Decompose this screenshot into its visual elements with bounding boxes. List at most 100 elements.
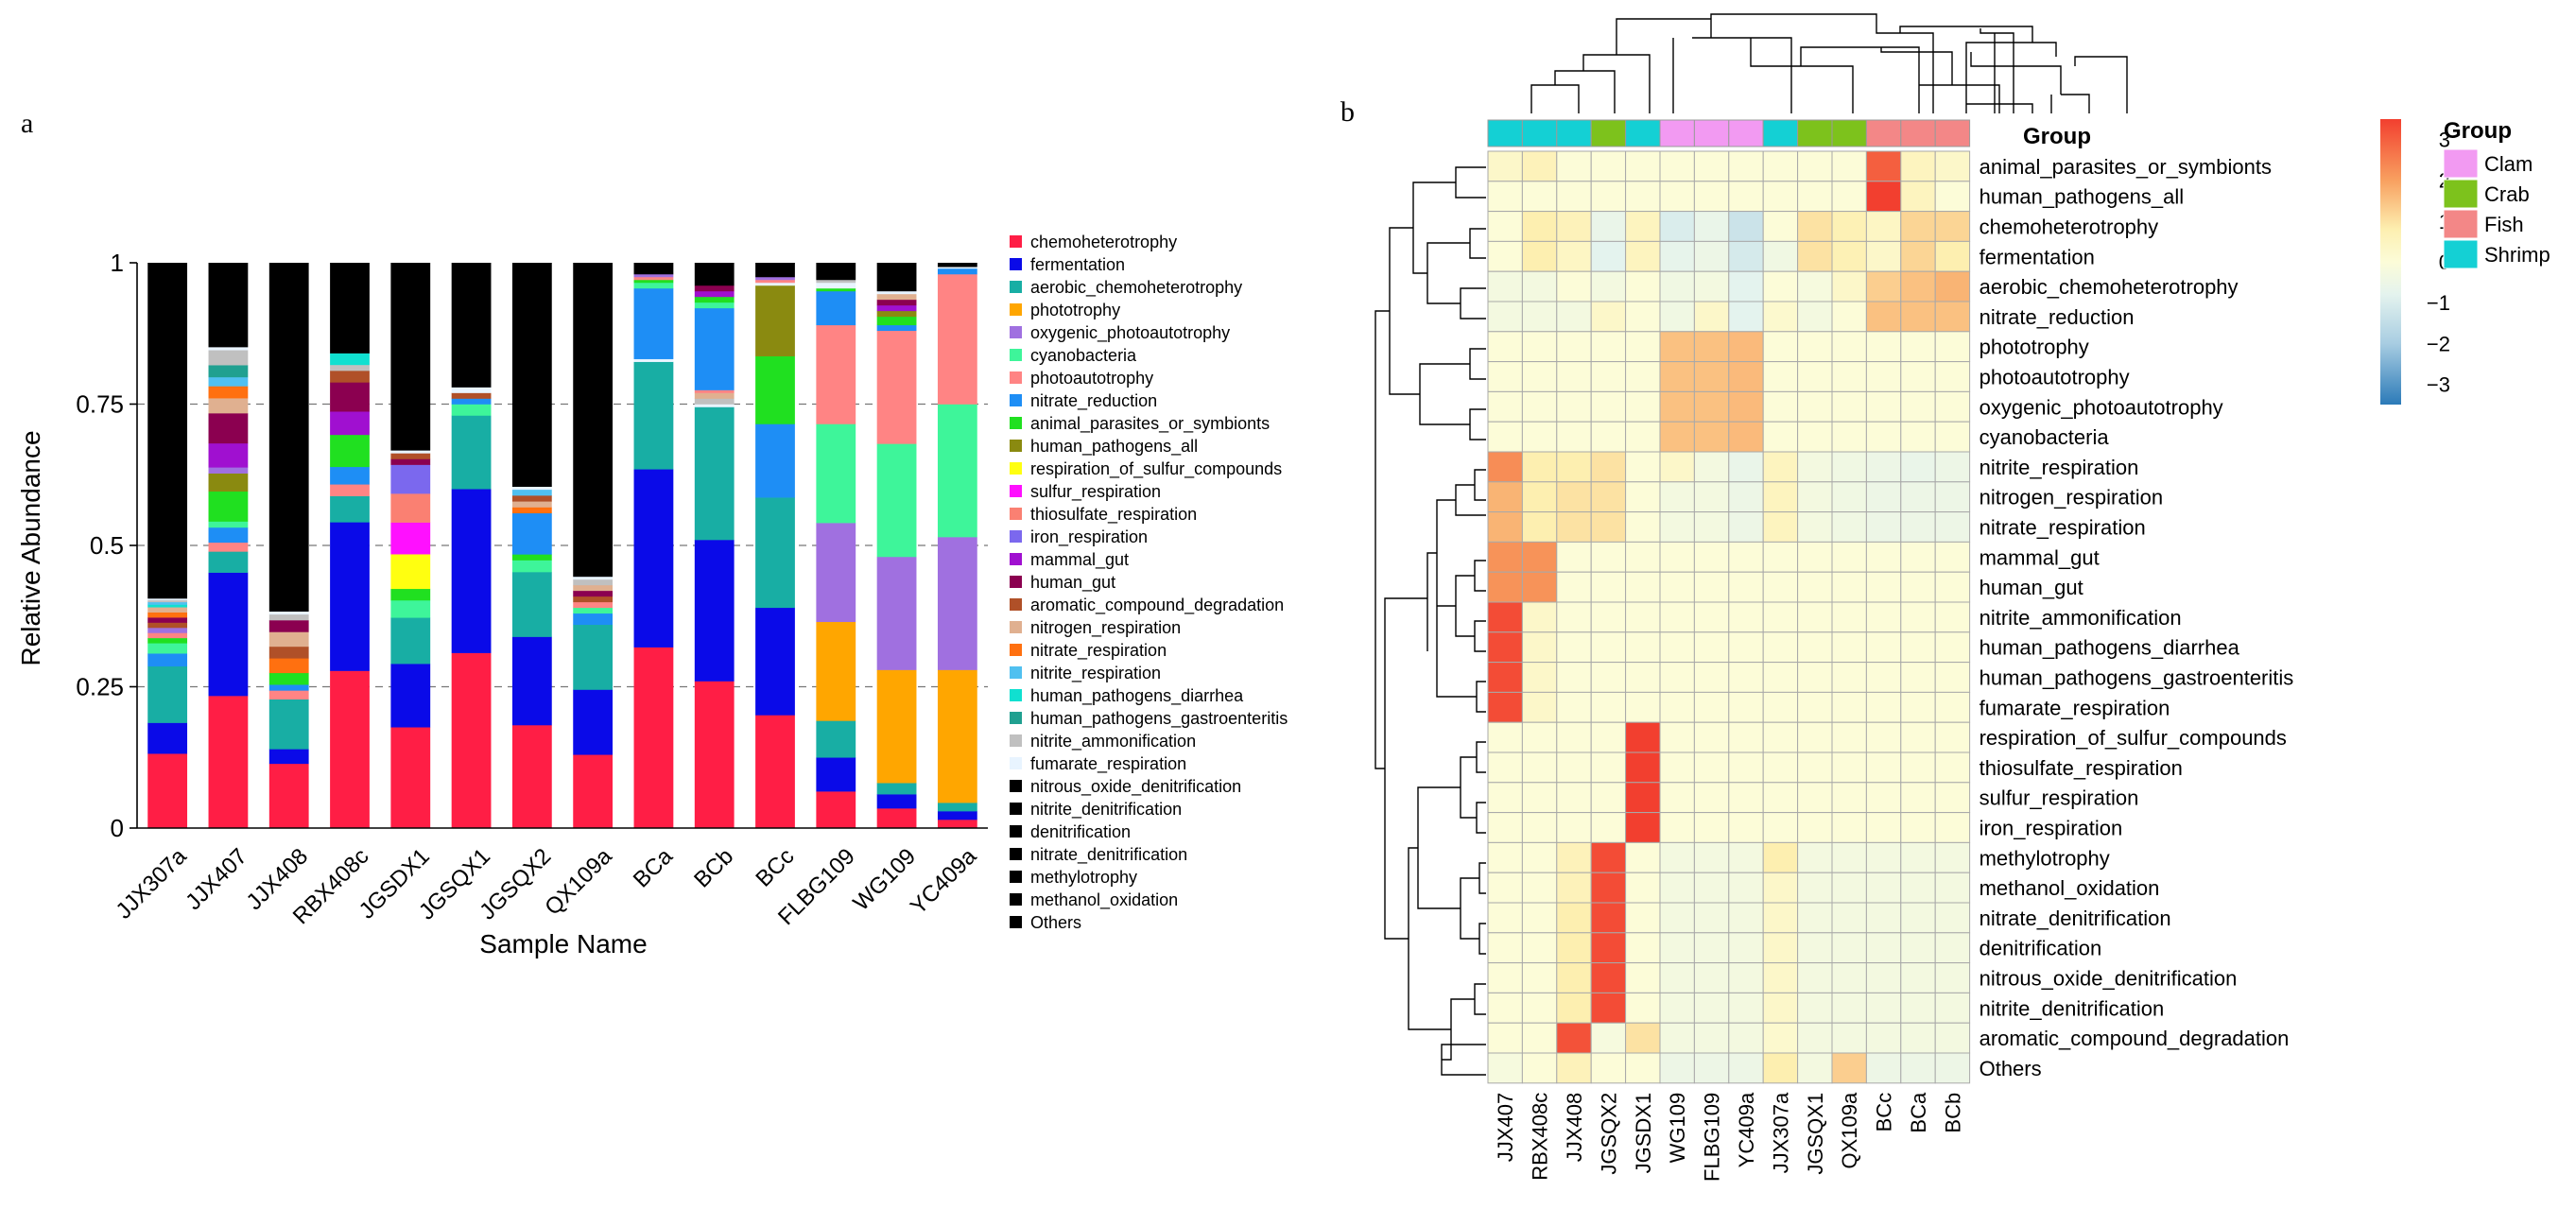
heatmap-cell bbox=[1934, 782, 1971, 814]
bar-legend-label: nitrogen_respiration bbox=[1030, 618, 1181, 638]
bar-legend-swatch bbox=[1010, 712, 1022, 724]
heatmap-cell bbox=[1900, 812, 1936, 843]
heatmap-cell bbox=[1934, 1052, 1971, 1084]
heatmap-cell bbox=[1693, 451, 1730, 483]
bar-legend: chemoheterotrophy fermentation aerobic_che… bbox=[1010, 233, 1288, 932]
heatmap-cell bbox=[1487, 270, 1523, 302]
heatmap-cell bbox=[1659, 992, 1695, 1024]
heatmap-cell bbox=[1521, 1022, 1558, 1054]
heatmap-cell bbox=[1728, 150, 1764, 182]
heatmap-cell bbox=[1590, 841, 1627, 873]
heatmap-cell bbox=[1487, 691, 1523, 723]
heatmap-cell bbox=[1625, 571, 1661, 603]
heatmap-cell bbox=[1728, 331, 1764, 363]
heatmap-row-label: nitrous_oxide_denitrification bbox=[1980, 967, 2238, 991]
bar-segment bbox=[208, 473, 249, 492]
heatmap-cell bbox=[1728, 421, 1764, 453]
bar-segment bbox=[147, 607, 188, 613]
bar-segment bbox=[451, 404, 492, 416]
heatmap-cell bbox=[1831, 361, 1867, 392]
heatmap-cell bbox=[1487, 841, 1523, 873]
heatmap-cell bbox=[1659, 662, 1695, 693]
bar-segment bbox=[876, 794, 917, 809]
heatmap-cell bbox=[1693, 150, 1730, 182]
heatmap-cell bbox=[1521, 421, 1558, 453]
bar-segment bbox=[573, 576, 614, 580]
bar-legend-swatch bbox=[1010, 462, 1022, 475]
bar-segment bbox=[208, 491, 249, 522]
heatmap-cell bbox=[1831, 631, 1867, 664]
heatmap-cell bbox=[1728, 782, 1764, 814]
heatmap-cell bbox=[1934, 240, 1971, 272]
heatmap-cell bbox=[1797, 1052, 1833, 1084]
heatmap-cell bbox=[1865, 1052, 1902, 1084]
panel-label-a: a bbox=[21, 108, 33, 139]
bar-segment bbox=[694, 263, 735, 286]
bar-stack bbox=[330, 263, 370, 829]
bar-segment bbox=[268, 611, 309, 615]
heatmap-cell bbox=[1590, 301, 1627, 333]
bar-legend-item: nitrous_oxide_denitrification bbox=[1010, 777, 1241, 797]
heatmap-cell bbox=[1659, 390, 1695, 423]
heatmap-cell bbox=[1797, 932, 1833, 964]
heatmap-cell bbox=[1934, 662, 1971, 693]
heatmap-cell bbox=[1590, 691, 1627, 723]
bar-segment bbox=[268, 631, 309, 648]
bar-segment bbox=[573, 624, 614, 690]
heatmap-cell bbox=[1934, 181, 1971, 213]
heatmap-cell bbox=[1762, 962, 1799, 993]
heatmap-cell bbox=[1831, 181, 1867, 213]
column-dendrogram-lines bbox=[1530, 13, 2128, 113]
heatmap-cell bbox=[1762, 150, 1799, 182]
bar-segment bbox=[876, 443, 917, 558]
bar-legend-item: aromatic_compound_degradation bbox=[1010, 596, 1284, 615]
heatmap-row-label: human_pathogens_all bbox=[1980, 185, 2185, 209]
heatmap-cell bbox=[1934, 211, 1971, 242]
heatmap-row-label: human_gut bbox=[1980, 576, 2083, 599]
heatmap-cell bbox=[1625, 240, 1661, 272]
heatmap-cell bbox=[1728, 902, 1764, 934]
heatmap-cell bbox=[1487, 751, 1523, 784]
bar-segment bbox=[208, 413, 249, 444]
heatmap-cell bbox=[1590, 782, 1627, 814]
heatmap-column-label: BCa bbox=[1907, 1092, 1930, 1133]
heatmap-cell bbox=[1728, 181, 1764, 213]
heatmap-cell bbox=[1934, 361, 1971, 392]
heatmap-cell bbox=[1831, 211, 1867, 242]
bar-legend-label: nitrite_respiration bbox=[1030, 664, 1161, 683]
bar-segment bbox=[937, 811, 977, 820]
bar-segment bbox=[694, 285, 735, 292]
heatmap-cell bbox=[1762, 211, 1799, 242]
bar-segment bbox=[268, 699, 309, 750]
bar-segment bbox=[633, 469, 674, 648]
heatmap-cell bbox=[1728, 1022, 1764, 1054]
heatmap-cell bbox=[1521, 962, 1558, 993]
heatmap-cell bbox=[1556, 1022, 1592, 1054]
heatmap-cell bbox=[1556, 361, 1592, 392]
bar-segment bbox=[511, 724, 552, 829]
heatmap-row-label: mammal_gut bbox=[1980, 545, 2100, 569]
heatmap-cell bbox=[1728, 571, 1764, 603]
heatmap-cell bbox=[1659, 331, 1695, 363]
bar-segment bbox=[937, 263, 977, 268]
heatmap-cell bbox=[1556, 812, 1592, 843]
heatmap-cell bbox=[1865, 270, 1902, 302]
bar-segment bbox=[330, 411, 370, 436]
bar-segment bbox=[268, 263, 309, 613]
heatmap-row-label: animal_parasites_or_symbionts bbox=[1980, 155, 2272, 179]
heatmap-cell bbox=[1625, 301, 1661, 333]
bar-legend-swatch bbox=[1010, 530, 1022, 543]
heatmap-cell bbox=[1900, 992, 1936, 1024]
heatmap-cell bbox=[1865, 782, 1902, 814]
heatmap-cell bbox=[1797, 631, 1833, 664]
heatmap-cell bbox=[1934, 812, 1971, 843]
heatmap-cell bbox=[1659, 571, 1695, 603]
heatmap-cell bbox=[1693, 631, 1730, 664]
heatmap-cell bbox=[1625, 721, 1661, 753]
bar-segment bbox=[268, 763, 309, 829]
heatmap-cell bbox=[1865, 451, 1902, 483]
heatmap-cell bbox=[1693, 421, 1730, 453]
group-annotation-cell bbox=[1521, 119, 1558, 147]
bar-x-tick-label: YC409a bbox=[906, 843, 982, 920]
heatmap-cell bbox=[1934, 150, 1971, 182]
